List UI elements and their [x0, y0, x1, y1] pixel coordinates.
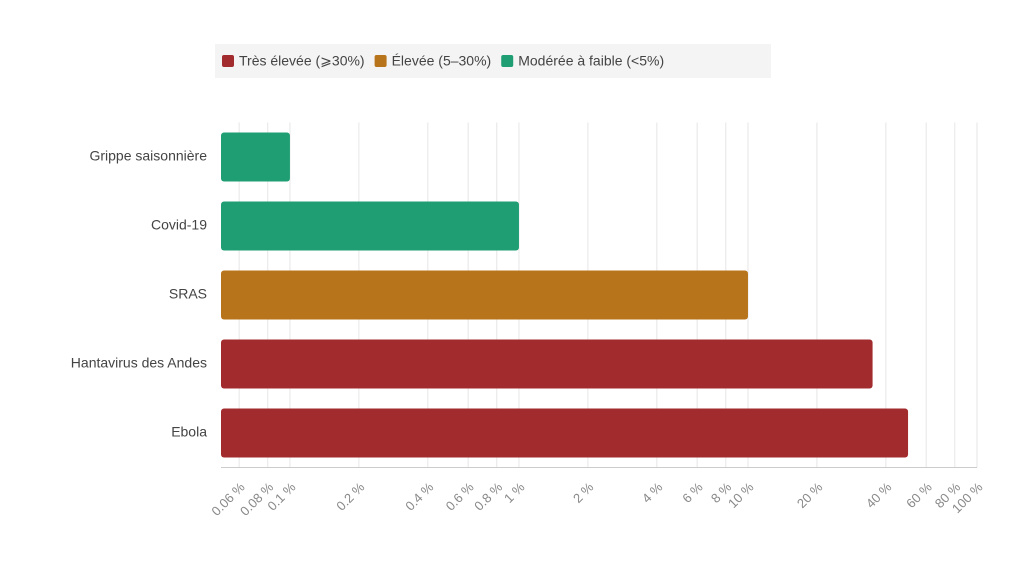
y-tick-label: Grippe saisonnière [89, 148, 207, 164]
legend-swatch [501, 55, 514, 67]
y-tick-label: Ebola [171, 424, 207, 440]
x-tick-label: 60 % [903, 479, 935, 511]
x-tick-label: 1 % [501, 479, 528, 506]
bar [221, 339, 873, 389]
x-tick-label: 0.6 % [443, 479, 477, 513]
legend-label: Élevée (5–30%) [392, 53, 492, 69]
legend-label: Modérée à faible (<5%) [518, 53, 664, 69]
x-tick-label: 6 % [679, 479, 706, 506]
bar [221, 201, 519, 251]
x-tick-label: 0.8 % [471, 479, 505, 513]
legend-background [215, 44, 771, 78]
x-tick-label: 40 % [863, 479, 895, 511]
x-tick-label: 4 % [639, 479, 666, 506]
bar [221, 408, 909, 458]
x-tick-label: 0.4 % [402, 479, 436, 513]
legend-label: Très élevée (⩾30%) [239, 53, 365, 69]
x-tick-label: 0.2 % [333, 479, 367, 513]
x-tick-label: 20 % [794, 479, 826, 511]
x-tick-label: 10 % [725, 479, 757, 511]
y-tick-label: Covid-19 [151, 217, 207, 233]
x-tick-label: 2 % [570, 479, 597, 506]
y-tick-label: SRAS [169, 286, 207, 302]
bar [221, 270, 748, 320]
legend-swatch [222, 55, 234, 67]
bar [221, 132, 290, 182]
y-tick-label: Hantavirus des Andes [71, 355, 207, 371]
legend-swatch [374, 55, 387, 67]
